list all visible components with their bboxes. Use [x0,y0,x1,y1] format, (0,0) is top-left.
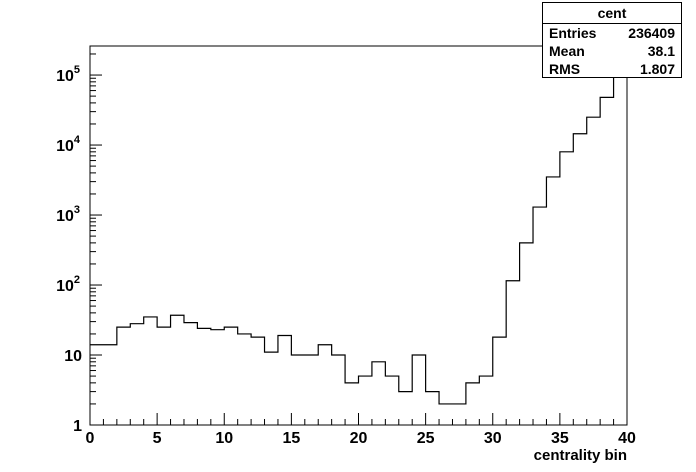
axis-tick-labels: 0 5 10 15 20 25 30 35 40 1 10 102 103 104 105 [56,64,636,447]
x-tick-label: 0 [86,430,95,447]
plot-frame [89,45,628,426]
stats-label: Mean [549,43,585,59]
y-tick-label: 105 [56,64,80,85]
stats-label: RMS [549,61,581,77]
x-tick-label: 30 [484,430,502,447]
stats-value: 236409 [628,25,675,41]
x-axis-label: centrality bin [534,447,627,464]
y-tick-label: 10 [64,348,82,365]
stats-label: Entries [549,25,597,41]
x-tick-label: 40 [618,430,636,447]
stats-row-entries: Entries 236409 [543,24,681,42]
stats-value: 38.1 [647,43,675,59]
stats-value: 1.807 [639,61,675,77]
x-tick-label: 25 [417,430,435,447]
x-tick-label: 20 [350,430,368,447]
x-tick-label: 5 [153,430,162,447]
axis-ticks [89,53,628,426]
stats-box: cent Entries 236409 Mean 38.1 RMS 1.807 [542,2,682,78]
stats-title: cent [543,3,681,24]
y-tick-label: 103 [56,204,80,225]
y-tick-label: 102 [56,274,80,295]
x-tick-label: 10 [215,430,233,447]
y-tick-label: 104 [56,134,81,155]
x-tick-label: 35 [551,430,569,447]
histogram-line [90,54,627,405]
stats-row-rms: RMS 1.807 [543,60,681,78]
x-tick-label: 15 [282,430,300,447]
y-tick-label: 1 [73,418,82,435]
stats-row-mean: Mean 38.1 [543,42,681,60]
